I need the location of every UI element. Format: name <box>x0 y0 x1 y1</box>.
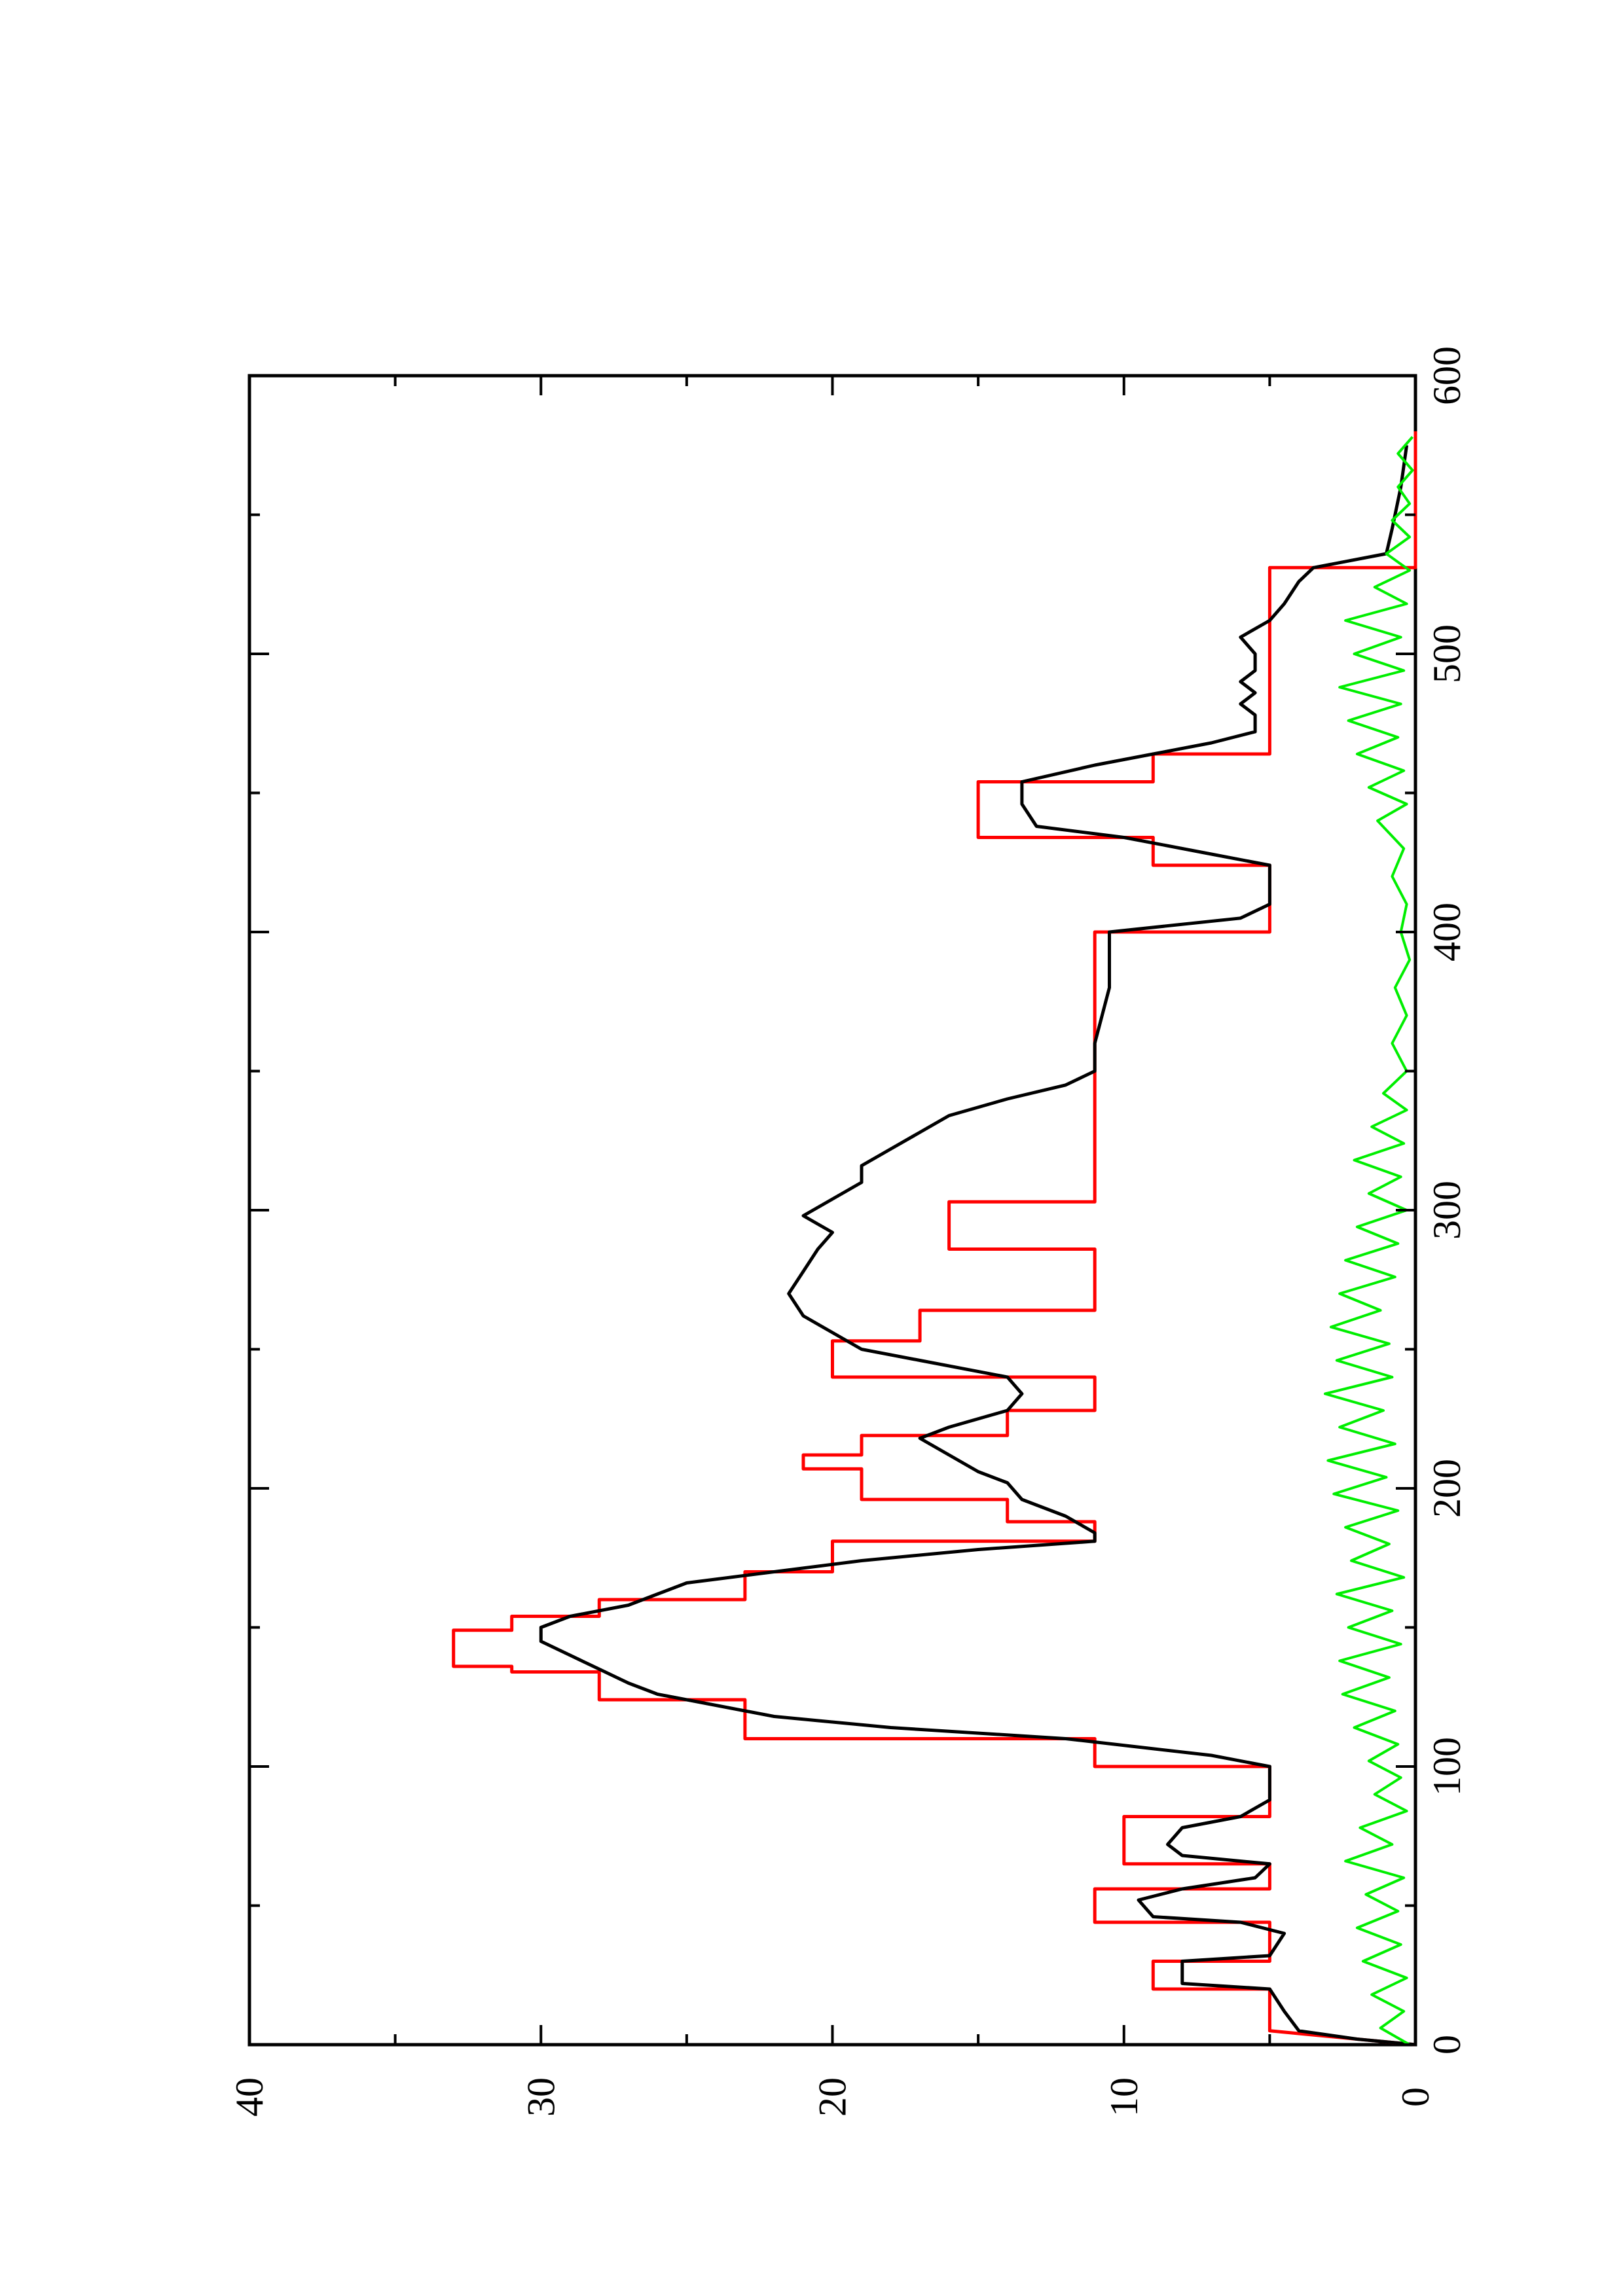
x-tick-label-100: 100 <box>1425 1737 1468 1796</box>
label-layer: 0 100 200 300 400 500 600 0 10 20 30 40 <box>228 346 1468 2117</box>
y-tick-label-40: 40 <box>228 2077 271 2117</box>
series-line-1 <box>452 431 1417 2047</box>
x-tick-label-400: 400 <box>1425 903 1468 961</box>
y-tick-label-0: 0 <box>1394 2087 1437 2107</box>
series-line-2 <box>539 444 1416 2047</box>
x-tick-label-500: 500 <box>1425 624 1468 683</box>
x-tick-label-0: 0 <box>1425 2035 1468 2054</box>
series-line-3 <box>1324 436 1414 2046</box>
x-tick-label-600: 600 <box>1425 346 1468 405</box>
x-tick-label-200: 200 <box>1425 1459 1468 1518</box>
y-tick-label-30: 30 <box>519 2077 562 2117</box>
series-layer <box>452 431 1417 2047</box>
y-tick-label-20: 20 <box>811 2077 854 2117</box>
tick-layer <box>248 374 1417 2046</box>
x-tick-label-300: 300 <box>1425 1181 1468 1240</box>
y-tick-label-10: 10 <box>1103 2077 1146 2117</box>
